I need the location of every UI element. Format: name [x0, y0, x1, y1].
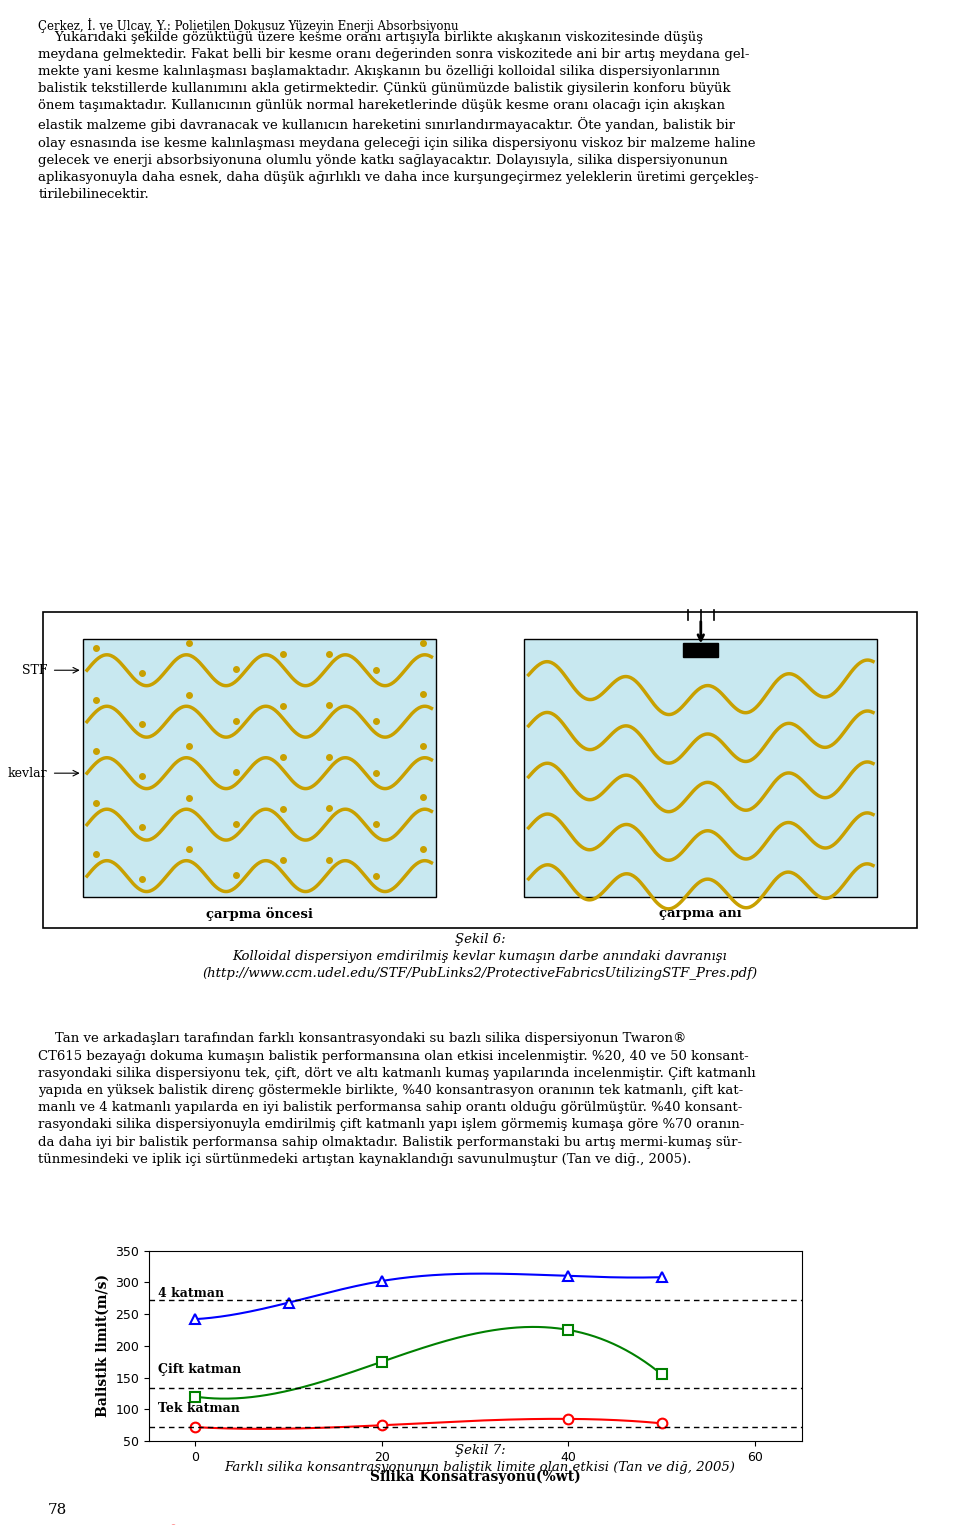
Text: Çift katman: Çift katman	[158, 1363, 241, 1377]
Y-axis label: Balistik limit(m/s): Balistik limit(m/s)	[96, 1275, 109, 1417]
Text: 78: 78	[48, 1504, 67, 1517]
Text: STF: STF	[22, 663, 47, 677]
Text: kevlar: kevlar	[8, 767, 47, 779]
X-axis label: Silika Konsatrasyonu(%wt): Silika Konsatrasyonu(%wt)	[370, 1470, 581, 1484]
FancyBboxPatch shape	[524, 639, 877, 897]
Text: 4 katman: 4 katman	[158, 1287, 225, 1299]
Text: çarpma anı: çarpma anı	[660, 907, 742, 921]
Text: Şekil 6:
Kolloidal dispersiyon emdirilmiş kevlar kumaşın darbe anındaki davranış: Şekil 6: Kolloidal dispersiyon emdirilmi…	[203, 933, 757, 981]
Text: Tan ve arkadaşları tarafından farklı konsantrasyondaki su bazlı silika dispersiy: Tan ve arkadaşları tarafından farklı kon…	[38, 1032, 756, 1165]
Text: Şekil 7:
Farklı silika konsantrasyonunun balistik limite olan etkisi (Tan ve diğ: Şekil 7: Farklı silika konsantrasyonunun…	[225, 1444, 735, 1475]
Text: Yukarıdaki şekilde gözüktüğü üzere kesme oranı artışıyla birlikte akışkanın visk: Yukarıdaki şekilde gözüktüğü üzere kesme…	[38, 30, 759, 201]
Legend: Tek katman, Çift katman, 4 katman: Tek katman, Çift katman, 4 katman	[156, 1520, 275, 1525]
FancyBboxPatch shape	[83, 639, 436, 897]
Text: çarpma öncesi: çarpma öncesi	[205, 907, 313, 921]
Text: Çerkez, İ. ve Ulcay, Y.: Polietilen Dokusuz Yüzeyin Enerji Absorbsiyonu: Çerkez, İ. ve Ulcay, Y.: Polietilen Doku…	[38, 18, 459, 34]
FancyBboxPatch shape	[43, 612, 917, 927]
FancyBboxPatch shape	[684, 644, 718, 656]
Text: Tek katman: Tek katman	[158, 1401, 240, 1415]
